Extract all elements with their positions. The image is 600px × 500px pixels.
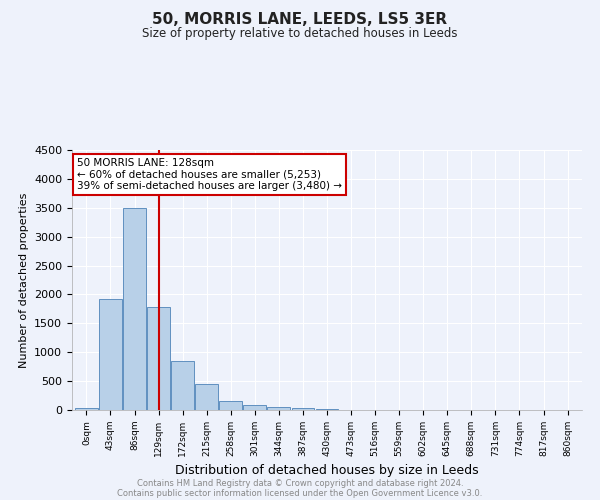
Text: 50 MORRIS LANE: 128sqm
← 60% of detached houses are smaller (5,253)
39% of semi-: 50 MORRIS LANE: 128sqm ← 60% of detached… xyxy=(77,158,342,191)
Text: Contains public sector information licensed under the Open Government Licence v3: Contains public sector information licen… xyxy=(118,488,482,498)
Bar xyxy=(123,208,146,410)
X-axis label: Distribution of detached houses by size in Leeds: Distribution of detached houses by size … xyxy=(175,464,479,477)
Bar xyxy=(195,384,218,410)
Text: 50, MORRIS LANE, LEEDS, LS5 3ER: 50, MORRIS LANE, LEEDS, LS5 3ER xyxy=(152,12,448,28)
Bar xyxy=(268,407,290,410)
Bar xyxy=(220,401,242,410)
Y-axis label: Number of detached properties: Number of detached properties xyxy=(19,192,29,368)
Text: Contains HM Land Registry data © Crown copyright and database right 2024.: Contains HM Land Registry data © Crown c… xyxy=(137,478,463,488)
Bar xyxy=(171,362,194,410)
Bar xyxy=(75,408,98,410)
Bar xyxy=(99,299,122,410)
Bar xyxy=(316,409,338,410)
Bar xyxy=(292,408,314,410)
Text: Size of property relative to detached houses in Leeds: Size of property relative to detached ho… xyxy=(142,28,458,40)
Bar xyxy=(244,405,266,410)
Bar xyxy=(147,307,170,410)
